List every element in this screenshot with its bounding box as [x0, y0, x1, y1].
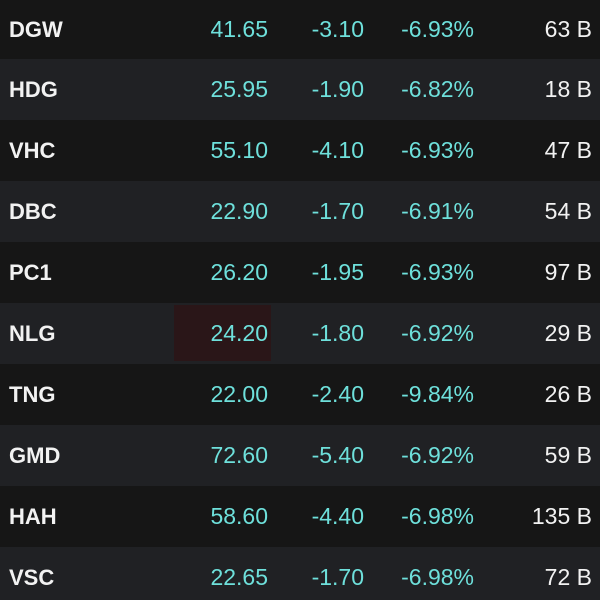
stock-percent-change: -6.91% — [401, 198, 474, 224]
stock-percent-change: -6.92% — [401, 442, 474, 468]
stock-symbol: NLG — [9, 320, 56, 346]
stock-trade-value: 135 B — [531, 503, 592, 529]
stock-trade-value: 47 B — [544, 137, 592, 163]
stock-row-nlg[interactable]: NLG 24.20 -1.80 -6.92% 29 B — [0, 303, 600, 364]
stock-change: -4.10 — [311, 137, 364, 163]
stock-trade-value: 29 B — [544, 320, 592, 346]
stock-change: -1.70 — [311, 198, 364, 224]
stock-percent-change: -6.92% — [401, 320, 474, 346]
stock-row-vsc[interactable]: VSC 22.65 -1.70 -6.98% 72 B — [0, 547, 600, 600]
stock-price: 41.65 — [210, 16, 268, 42]
stock-symbol: PC1 — [9, 259, 52, 285]
stock-percent-change: -6.82% — [401, 76, 474, 102]
stock-price: 24.20 — [210, 320, 268, 346]
stock-trade-value: 97 B — [544, 259, 592, 285]
stock-change: -1.70 — [311, 564, 364, 590]
stock-price: 55.10 — [210, 137, 268, 163]
stock-row-vhc[interactable]: VHC 55.10 -4.10 -6.93% 47 B — [0, 120, 600, 181]
stock-change: -3.10 — [311, 16, 364, 42]
stock-percent-change: -6.98% — [401, 503, 474, 529]
stock-percent-change: -6.98% — [401, 564, 474, 590]
stock-percent-change: -6.93% — [401, 137, 474, 163]
stock-row-hah[interactable]: HAH 58.60 -4.40 -6.98% 135 B — [0, 486, 600, 547]
stock-row-pc1[interactable]: PC1 26.20 -1.95 -6.93% 97 B — [0, 242, 600, 303]
stock-change: -1.80 — [311, 320, 364, 346]
stock-percent-change: -6.93% — [401, 16, 474, 42]
stock-percent-change: -6.93% — [401, 259, 474, 285]
stock-trade-value: 26 B — [544, 381, 592, 407]
stock-change: -5.40 — [311, 442, 364, 468]
stock-change: -1.90 — [311, 76, 364, 102]
stock-percent-change: -9.84% — [401, 381, 474, 407]
stock-price: 22.90 — [210, 198, 268, 224]
stock-row-tng[interactable]: TNG 22.00 -2.40 -9.84% 26 B — [0, 364, 600, 425]
stock-symbol: DGW — [9, 16, 63, 42]
stock-trade-value: 18 B — [544, 76, 592, 102]
stock-change: -2.40 — [311, 381, 364, 407]
stock-row-dbc[interactable]: DBC 22.90 -1.70 -6.91% 54 B — [0, 181, 600, 242]
stock-price: 22.65 — [210, 564, 268, 590]
stock-price: 58.60 — [210, 503, 268, 529]
stock-trade-value: 54 B — [544, 198, 592, 224]
price-flash-highlight — [174, 305, 271, 361]
stock-symbol: TNG — [9, 381, 56, 407]
stock-symbol: VSC — [9, 564, 55, 590]
stock-symbol: GMD — [9, 442, 61, 468]
stock-price: 25.95 — [210, 76, 268, 102]
stock-symbol: HDG — [9, 76, 58, 102]
stock-row-dgw[interactable]: DGW 41.65 -3.10 -6.93% 63 B — [0, 0, 600, 59]
stock-symbol: HAH — [9, 503, 57, 529]
stock-change: -1.95 — [311, 259, 364, 285]
stock-price: 22.00 — [210, 381, 268, 407]
stock-trade-value: 59 B — [544, 442, 592, 468]
stock-trade-value: 72 B — [544, 564, 592, 590]
stock-price: 72.60 — [210, 442, 268, 468]
stock-trade-value: 63 B — [544, 16, 592, 42]
stock-row-hdg[interactable]: HDG 25.95 -1.90 -6.82% 18 B — [0, 59, 600, 120]
stock-price: 26.20 — [210, 259, 268, 285]
stock-change: -4.40 — [311, 503, 364, 529]
stock-symbol: DBC — [9, 198, 57, 224]
stock-row-gmd[interactable]: GMD 72.60 -5.40 -6.92% 59 B — [0, 425, 600, 486]
stock-symbol: VHC — [9, 137, 56, 163]
